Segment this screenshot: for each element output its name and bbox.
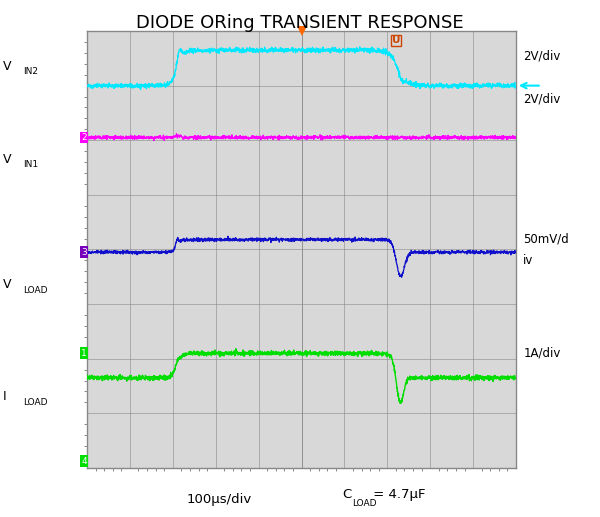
Text: 3: 3 — [81, 248, 87, 256]
Text: 100μs/div: 100μs/div — [187, 493, 251, 506]
Text: iv: iv — [523, 254, 533, 267]
Text: V: V — [3, 279, 11, 292]
Text: 2V/div: 2V/div — [523, 93, 560, 106]
Text: LOAD: LOAD — [23, 398, 47, 407]
Text: 50mV/d: 50mV/d — [523, 232, 569, 245]
Text: V: V — [3, 60, 11, 73]
Text: 2: 2 — [82, 133, 87, 142]
Text: I: I — [3, 390, 7, 403]
Text: DIODE ORing TRANSIENT RESPONSE: DIODE ORing TRANSIENT RESPONSE — [136, 14, 464, 33]
Text: 2V/div: 2V/div — [523, 49, 560, 62]
Text: IN1: IN1 — [23, 160, 38, 169]
Text: C: C — [342, 489, 351, 501]
Text: U: U — [392, 35, 400, 45]
Text: = 4.7μF: = 4.7μF — [369, 489, 425, 501]
Text: 4: 4 — [82, 457, 87, 466]
Text: 1: 1 — [81, 348, 87, 358]
Text: V: V — [3, 153, 11, 166]
Text: LOAD: LOAD — [23, 286, 47, 295]
Text: IN2: IN2 — [23, 68, 38, 77]
Text: 1A/div: 1A/div — [523, 347, 560, 360]
Text: LOAD: LOAD — [352, 499, 377, 508]
